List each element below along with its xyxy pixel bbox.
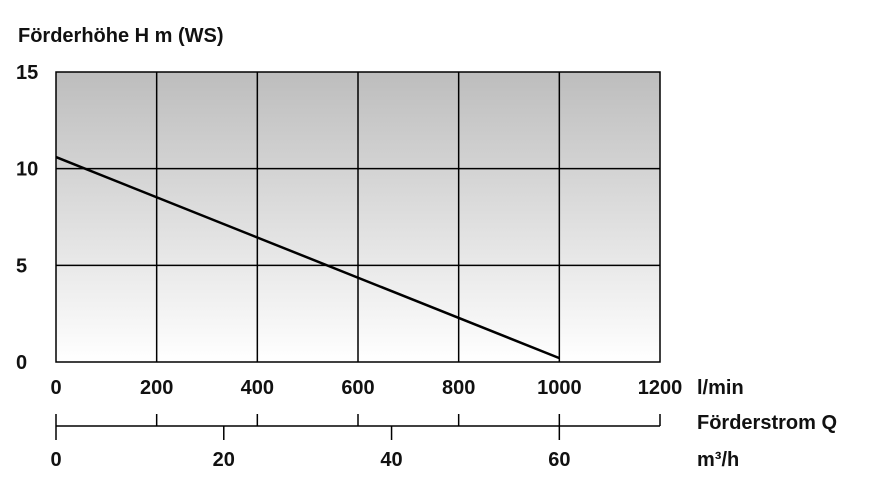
x2-tick-label: 0	[50, 449, 61, 471]
y-axis-label: Förderhöhe H m (WS)	[18, 25, 224, 47]
x-tick-label: 1200	[638, 377, 683, 399]
series-layer	[55, 155, 560, 360]
grid-lines	[56, 72, 660, 362]
head-flow-curve	[55, 155, 560, 360]
x-tick-label: 200	[140, 377, 173, 399]
secondary-axis-minor-ticks	[55, 414, 661, 426]
y-tick-label: 15	[16, 62, 38, 84]
y-tick-labels: 0 5 10 15	[16, 62, 38, 374]
y-tick-label: 0	[16, 352, 27, 374]
x-tick-label: 0	[50, 377, 61, 399]
x2-tick-label: 60	[548, 449, 570, 471]
x-tick-labels: 0 200 400 600 800 1000 1200	[50, 377, 682, 399]
y-tick-label: 5	[16, 255, 27, 277]
x2-tick-label: 40	[380, 449, 402, 471]
x-axis-unit: l/min	[697, 377, 744, 399]
x2-tick-label: 20	[213, 449, 235, 471]
secondary-axis-unit: m³/h	[697, 449, 739, 471]
y-tick-label: 10	[16, 159, 38, 181]
x-tick-label: 1000	[537, 377, 582, 399]
x-tick-label: 600	[341, 377, 374, 399]
secondary-axis-label: Förderstrom Q	[697, 412, 837, 434]
x-tick-label: 800	[442, 377, 475, 399]
x-tick-label: 400	[241, 377, 274, 399]
secondary-x-tick-labels: 0 20 40 60	[50, 426, 570, 471]
